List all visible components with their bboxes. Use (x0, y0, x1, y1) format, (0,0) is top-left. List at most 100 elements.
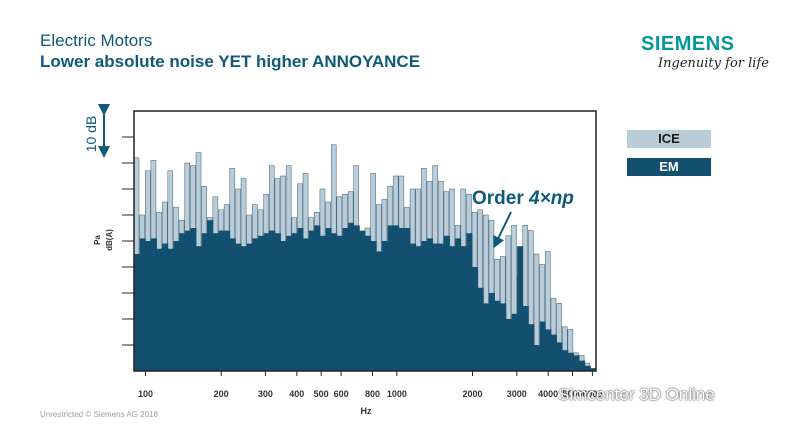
x-tick-label: 500 (314, 389, 329, 399)
em-bar (173, 241, 180, 371)
slide-title: Electric Motors (40, 31, 153, 50)
em-bar (336, 235, 343, 371)
em-bar (534, 345, 541, 371)
em-bar (331, 233, 338, 371)
y-axis-label-dba: dB(A) (105, 229, 114, 251)
siemens-logo: SIEMENS (641, 33, 735, 55)
em-bar (511, 313, 518, 371)
em-bar (235, 243, 242, 371)
em-bar (156, 248, 163, 371)
watermark: Simcenter 3D Online (558, 385, 715, 404)
x-tick-label: 200 (214, 389, 229, 399)
x-tick-label: 4000 (538, 389, 558, 399)
order-arrow-icon (493, 211, 512, 249)
x-tick-label: 1000 (387, 389, 407, 399)
em-bar (472, 267, 479, 371)
em-bar (488, 293, 495, 371)
brand-tagline: Ingenuity for life (658, 56, 769, 71)
em-bar (528, 324, 535, 371)
em-bar (505, 319, 512, 371)
em-bar (494, 300, 501, 371)
em-bar (573, 355, 580, 371)
x-tick-label: 100 (138, 389, 153, 399)
em-bar (314, 225, 321, 371)
em-bar (195, 246, 203, 371)
em-bar (303, 238, 310, 371)
em-bar (466, 233, 473, 371)
em-bar (286, 235, 293, 371)
em-bar (150, 238, 157, 371)
em-bar (449, 246, 456, 371)
em-bar (319, 235, 326, 371)
em-bar (162, 243, 169, 371)
em-bar (539, 321, 546, 371)
order-annotation-prefix: Order (472, 188, 529, 209)
em-bar (229, 238, 236, 371)
em-bar (393, 225, 400, 371)
em-bar (421, 241, 428, 371)
em-bar (387, 225, 394, 371)
em-bar (460, 246, 467, 371)
em-bar (381, 241, 388, 371)
em-bar (297, 228, 304, 371)
em-bar (545, 329, 552, 371)
em-bar (246, 243, 253, 371)
em-bar (212, 233, 219, 371)
em-bar (359, 230, 366, 371)
em-bar (139, 238, 146, 371)
legend-em: EM (627, 158, 711, 176)
order-annotation: Order 4×np (472, 188, 574, 209)
order-annotation-emph: 4×np (528, 188, 574, 209)
em-bar (556, 342, 563, 371)
em-bar (455, 238, 462, 371)
em-bar (325, 228, 332, 371)
em-bar (398, 228, 405, 371)
em-bar (522, 306, 529, 371)
em-bar (167, 248, 174, 371)
em-bar (308, 230, 315, 371)
em-bar (280, 241, 287, 371)
em-bar (590, 368, 597, 371)
em-bar (404, 228, 411, 371)
em-bar (348, 222, 355, 371)
em-bar (376, 251, 383, 371)
em-bar (579, 360, 586, 371)
em-bar (252, 238, 259, 371)
em-bar (353, 225, 360, 371)
em-bar (438, 243, 445, 371)
x-tick-label: 800 (365, 389, 380, 399)
em-bar (201, 233, 208, 371)
x-tick-label: 2000 (462, 389, 482, 399)
em-bar (500, 303, 507, 371)
em-bar (432, 243, 439, 371)
em-bar (145, 241, 152, 371)
em-bar (207, 220, 214, 371)
em-bar (291, 233, 298, 371)
y-axis-label-pa: Pa (93, 235, 102, 245)
em-bar (179, 233, 186, 371)
em-bar (410, 243, 417, 371)
legend-ice: ICE (627, 130, 711, 148)
em-bar (342, 228, 349, 371)
em-bar (517, 246, 524, 371)
x-axis-ticks: 100 200 300 400 500 600 800 1000 2000 3000 4000 500… (138, 371, 602, 399)
em-bar (550, 334, 557, 371)
em-bar (426, 238, 434, 371)
x-tick-label: 5000 (563, 389, 583, 399)
em-bar (190, 228, 197, 371)
em-bar (269, 230, 276, 371)
em-bar (224, 230, 231, 371)
em-bar (257, 235, 264, 371)
slide-subtitle: Lower absolute noise YET higher ANNOYANC… (40, 52, 421, 71)
em-bar (415, 246, 422, 371)
scale-label: 10 dB (83, 116, 99, 153)
em-bar (477, 287, 484, 371)
em-bar (567, 352, 574, 371)
em-bar (443, 235, 450, 371)
em-series (134, 220, 597, 371)
x-tick-label: 600 (334, 389, 349, 399)
x-tick-label: 400 (289, 389, 304, 399)
em-bar (134, 254, 141, 371)
x-axis-label: Hz (361, 406, 372, 416)
